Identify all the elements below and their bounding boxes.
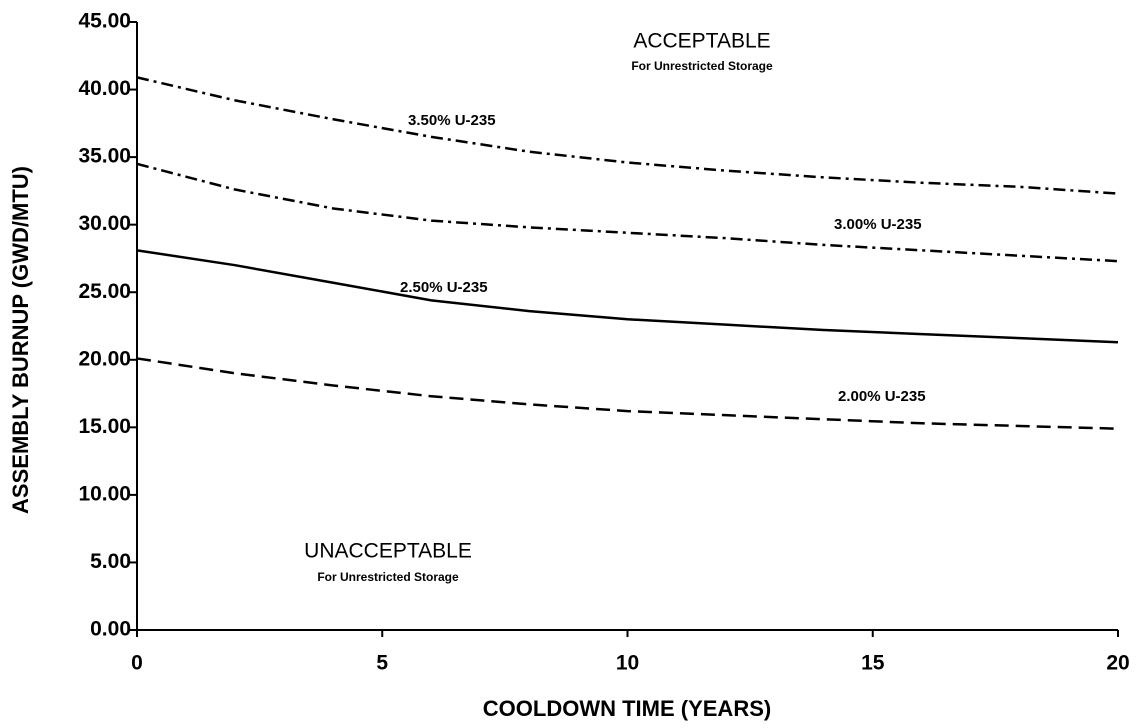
y-tick-label: 40.00	[78, 77, 131, 100]
annotation: For Unrestricted Storage	[317, 570, 459, 584]
y-tick-label: 35.00	[78, 145, 131, 168]
series-line	[136, 249, 1119, 344]
y-tick-label: 0.00	[90, 618, 131, 641]
x-tick-label: 20	[1106, 652, 1129, 675]
y-tick-label: 25.00	[78, 280, 131, 303]
series-line	[136, 76, 1119, 195]
annotation: For Unrestricted Storage	[631, 59, 773, 73]
y-tick-label: 15.00	[78, 415, 131, 438]
x-tick-label: 5	[376, 652, 388, 675]
y-tick-label: 45.00	[78, 10, 131, 33]
y-tick-label: 5.00	[90, 550, 131, 573]
x-tick-label: 10	[616, 652, 639, 675]
series-label: 3.00% U-235	[834, 216, 922, 233]
x-axis-title: COOLDOWN TIME (YEARS)	[483, 696, 771, 721]
y-tick-label: 10.00	[78, 482, 131, 505]
series-label: 3.50% U-235	[408, 112, 496, 129]
y-tick-label: 30.00	[78, 212, 131, 235]
x-tick-label: 15	[861, 652, 885, 675]
y-tick-label: 20.00	[78, 347, 131, 370]
series-line	[136, 357, 1119, 430]
x-tick-label: 0	[131, 652, 143, 675]
annotation: ACCEPTABLE	[633, 30, 770, 53]
annotation: UNACCEPTABLE	[304, 540, 472, 563]
series-label: 2.00% U-235	[838, 388, 926, 405]
series-label: 2.50% U-235	[400, 279, 488, 296]
y-axis-title: ASSEMBLY BURNUP (GWD/MTU)	[8, 166, 33, 514]
series-line	[136, 162, 1119, 263]
